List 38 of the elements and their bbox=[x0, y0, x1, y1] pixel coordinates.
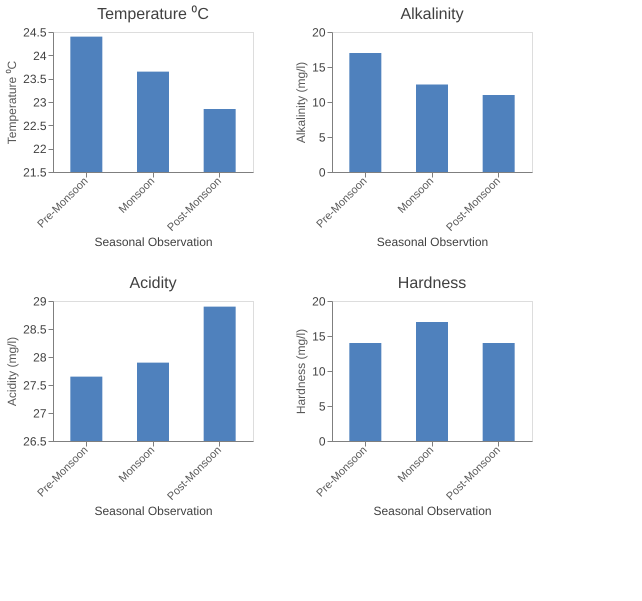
y-tick-label: 24 bbox=[33, 48, 47, 63]
y-tick-label: 27 bbox=[33, 406, 47, 420]
y-tick-label: 27.5 bbox=[23, 378, 47, 392]
y-tick-label: 24.5 bbox=[23, 26, 47, 40]
y-tick-label: 15 bbox=[312, 60, 326, 74]
chart-title: Acidity bbox=[129, 275, 177, 292]
chart-title: Hardness bbox=[398, 275, 466, 292]
bar bbox=[482, 95, 515, 172]
y-axis-title: Temperature ⁰C bbox=[5, 60, 20, 144]
y-tick-label: 5 bbox=[318, 400, 326, 414]
y-tick-label: 20 bbox=[312, 26, 326, 40]
y-tick-label: 10 bbox=[312, 364, 326, 378]
y-tick-label: 28.5 bbox=[23, 322, 47, 336]
y-tick-label: 22 bbox=[33, 142, 47, 156]
y-tick-label: 22.5 bbox=[23, 118, 47, 133]
y-tick-label: 26.5 bbox=[23, 434, 47, 448]
y-tick-label: 23 bbox=[33, 96, 47, 110]
y-axis-title: Alkalinity (mg/l) bbox=[294, 62, 308, 144]
y-tick-label: 5 bbox=[318, 130, 326, 144]
y-axis-title: Hardness (mg/l) bbox=[294, 328, 308, 414]
x-axis-title: Seasonal Observation bbox=[94, 504, 213, 518]
y-tick-label: 0 bbox=[318, 434, 326, 448]
x-axis-title: Seasonal Observation bbox=[94, 235, 213, 250]
x-axis-title: Seasonal Observation bbox=[373, 504, 492, 518]
bar bbox=[416, 84, 448, 172]
y-tick-label: 15 bbox=[312, 330, 326, 344]
chart-title: Temperature ⁰C bbox=[97, 5, 209, 23]
y-tick-label: 20 bbox=[312, 294, 326, 308]
bar bbox=[349, 53, 382, 172]
chart-title: Alkalinity bbox=[400, 6, 464, 23]
x-axis-title: Seasonal Observtion bbox=[376, 235, 488, 250]
y-tick-label: 0 bbox=[318, 166, 326, 180]
y-tick-label: 10 bbox=[312, 96, 326, 110]
y-tick-label: 21.5 bbox=[23, 166, 47, 180]
y-tick-label: 28 bbox=[33, 350, 47, 364]
y-axis-title: Acidity (mg/l) bbox=[5, 336, 20, 406]
y-tick-label: 29 bbox=[33, 294, 47, 308]
y-tick-label: 23.5 bbox=[23, 72, 47, 86]
